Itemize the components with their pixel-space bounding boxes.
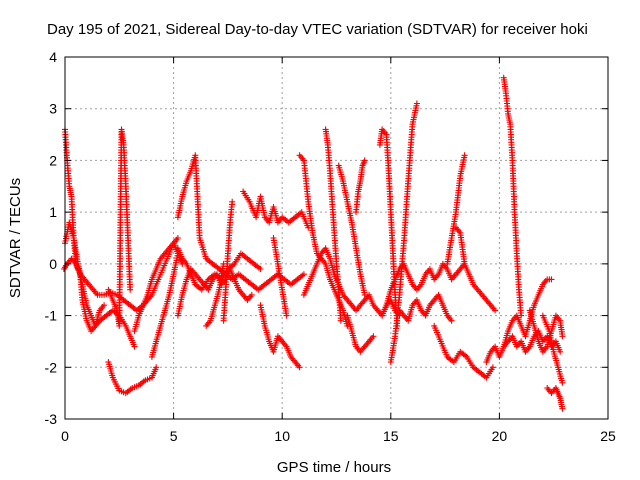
x-tick-label: 0 <box>61 428 69 444</box>
series-line <box>133 242 184 332</box>
data-series-arc-3 <box>62 219 138 350</box>
plus-markers <box>105 359 160 397</box>
plus-markers <box>353 157 368 216</box>
data-series-arc-27 <box>431 322 496 381</box>
plus-markers <box>131 240 186 335</box>
data-series-arc-28 <box>444 152 468 267</box>
data-series-arc-29 <box>453 224 499 314</box>
y-tick-label: 4 <box>49 49 57 65</box>
data-series-arc-34 <box>544 385 566 412</box>
plot-frame <box>64 56 609 420</box>
data-series-arc-35 <box>539 312 566 386</box>
data-series-arc-24 <box>379 260 468 319</box>
plus-markers <box>431 322 496 381</box>
y-axis-label: SDTVAR / TECUs <box>7 178 24 298</box>
plus-markers <box>257 302 303 371</box>
y-tick-label: -2 <box>45 359 58 375</box>
data-series-arc-12 <box>203 260 227 329</box>
plus-markers <box>105 126 134 329</box>
y-tick-label: 1 <box>49 204 57 220</box>
plus-markers <box>148 250 181 360</box>
x-tick-label: 15 <box>383 428 399 444</box>
plus-markers <box>240 188 312 231</box>
plus-markers <box>539 312 566 386</box>
plus-markers <box>453 224 499 314</box>
y-tick-label: -3 <box>45 411 58 427</box>
data-series-arc-5 <box>105 126 134 329</box>
data-series-layer <box>60 74 566 412</box>
plus-markers <box>387 100 420 366</box>
data-series-arc-8 <box>131 240 186 335</box>
plus-markers <box>544 385 566 412</box>
data-series-arc-10 <box>174 152 307 293</box>
axis-ticks: 0 5 10 15 20 25 -3 -2 -1 0 1 2 3 4 <box>45 49 616 444</box>
data-series-arc-16 <box>270 235 290 319</box>
data-series-arc-7 <box>148 250 181 360</box>
x-axis-label: GPS time / hours <box>277 459 391 476</box>
data-series-arc-32 <box>500 276 555 350</box>
data-series-arc-20 <box>335 162 368 298</box>
plus-markers <box>344 312 377 355</box>
chart-title: Day 195 of 2021, Sidereal Day-to-day VTE… <box>47 21 588 38</box>
plus-markers <box>335 162 368 298</box>
data-series-arc-14 <box>240 188 312 231</box>
data-series-arc-19 <box>322 126 344 324</box>
plus-markers <box>62 219 138 350</box>
data-series-arc-25 <box>387 100 420 366</box>
plus-markers <box>174 152 307 293</box>
x-tick-label: 25 <box>600 428 616 444</box>
plus-markers <box>203 260 227 329</box>
x-tick-label: 20 <box>492 428 508 444</box>
y-tick-label: -1 <box>45 308 58 324</box>
plus-markers <box>500 276 555 350</box>
plus-markers <box>270 235 290 319</box>
plus-markers <box>500 74 525 319</box>
data-series-arc-21 <box>344 312 377 355</box>
data-series-arc-22 <box>353 157 368 216</box>
x-tick-label: 5 <box>170 428 178 444</box>
data-series-arc-6 <box>105 359 160 397</box>
data-series-arc-33 <box>526 307 566 355</box>
data-series-arc-15 <box>257 302 303 371</box>
x-tick-label: 10 <box>274 428 290 444</box>
y-tick-label: 2 <box>49 152 57 168</box>
data-series-arc-31 <box>500 74 525 319</box>
plus-markers <box>77 271 108 335</box>
y-tick-label: 0 <box>49 256 57 272</box>
plus-markers <box>444 152 468 267</box>
plus-markers <box>322 126 344 324</box>
plus-markers <box>396 291 455 324</box>
data-series-arc-4 <box>77 271 108 335</box>
data-series-arc-26 <box>396 291 455 324</box>
plus-markers <box>220 198 236 324</box>
data-series-arc-13 <box>220 198 236 324</box>
y-tick-label: 3 <box>49 101 57 117</box>
